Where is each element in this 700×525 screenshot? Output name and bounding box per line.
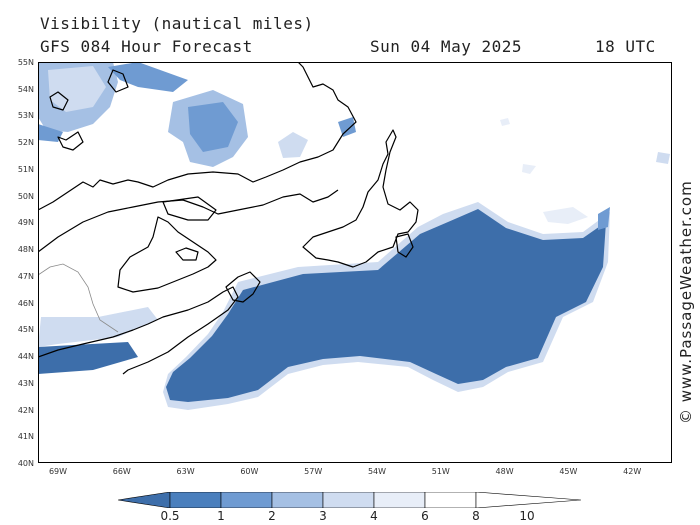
colorbar-segment	[322, 492, 375, 508]
colorbar-label: 6	[421, 509, 429, 523]
visibility-map	[38, 62, 672, 463]
lat-tick-label: 40N	[17, 459, 34, 468]
colorbar-high-extension	[475, 492, 582, 508]
visibility-colorbar	[118, 492, 582, 508]
chart-title: Visibility (nautical miles)	[40, 14, 314, 33]
fog-patches-scattered	[500, 118, 670, 224]
lat-tick-label: 48N	[17, 245, 34, 255]
lon-tick-label: 57W	[304, 467, 323, 476]
lat-tick-label: 51N	[17, 164, 34, 174]
colorbar-label: 0.5	[160, 509, 180, 523]
colorbar-segment	[169, 492, 222, 508]
lat-tick-label: 45N	[17, 325, 34, 335]
lat-tick-label: 47N	[17, 271, 34, 281]
forecast-date: Sun 04 May 2025	[370, 37, 522, 56]
lat-tick-label: 54N	[17, 84, 34, 94]
lon-tick-label: 69W	[48, 467, 68, 476]
lat-tick-label: 53N	[17, 111, 34, 121]
lat-tick-label: 41N	[17, 432, 34, 442]
colorbar-segment	[373, 492, 426, 508]
lon-tick-label: 48W	[495, 467, 514, 476]
colorbar-label: 4	[370, 509, 378, 523]
fog-bank-main	[163, 202, 610, 410]
lat-tick-label: 46N	[17, 298, 34, 308]
colorbar-label: 8	[472, 509, 480, 523]
lon-tick-label: 45W	[559, 467, 578, 476]
lat-tick-label: 49N	[17, 218, 34, 228]
border-lines	[38, 263, 119, 333]
colorbar-segment	[424, 492, 477, 508]
lat-tick-label: 50N	[17, 191, 34, 201]
lat-tick-label: 44N	[17, 352, 34, 362]
colorbar-label: 3	[319, 509, 327, 523]
lon-tick-label: 66W	[112, 467, 131, 476]
lon-tick-label: 42W	[623, 467, 642, 476]
forecast-model-label: GFS 084 Hour Forecast	[40, 37, 253, 56]
lat-tick-label: 43N	[17, 378, 34, 388]
colorbar-label: 2	[268, 509, 276, 523]
lat-tick-label: 52N	[17, 138, 34, 148]
coastlines	[38, 62, 419, 375]
lat-tick-label: 55N	[17, 58, 34, 67]
colorbar-segment	[271, 492, 324, 508]
lon-tick-label: 51W	[431, 467, 450, 476]
lon-tick-label: 63W	[176, 467, 195, 476]
colorbar-low-extension	[118, 492, 171, 508]
lon-tick-label: 54W	[367, 467, 387, 476]
lat-tick-label: 42N	[17, 405, 34, 415]
colorbar-segment	[220, 492, 273, 508]
fog-patches-northwest	[38, 62, 356, 374]
colorbar-label: 1	[217, 509, 225, 523]
colorbar-label: 10	[519, 509, 535, 523]
lon-tick-label: 60W	[240, 467, 259, 476]
forecast-time: 18 UTC	[595, 37, 656, 56]
site-credit: © www.PassageWeather.com	[677, 180, 695, 424]
